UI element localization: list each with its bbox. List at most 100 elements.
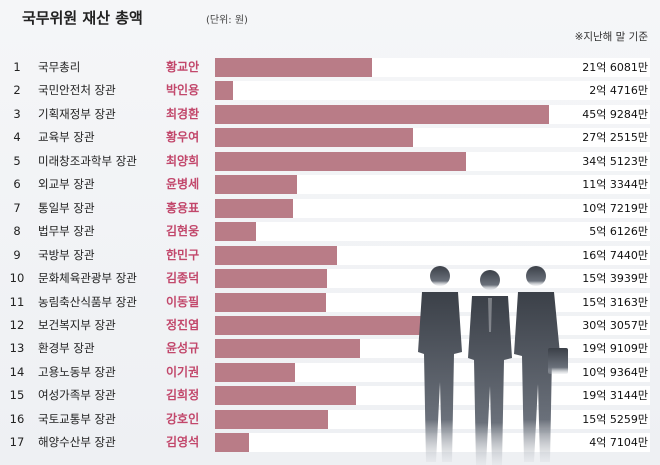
office-label: 법무부 장관 (38, 224, 95, 239)
minister-name: 박인용 (166, 83, 200, 98)
minister-name: 정진엽 (166, 317, 200, 332)
bar-track: 5억 6126만 (215, 222, 650, 242)
value-label: 11억 3344만 (582, 178, 648, 192)
value-label: 34억 5123만 (582, 154, 648, 168)
bar-track: 34억 5123만 (215, 151, 650, 171)
office-label: 외교부 장관 (38, 177, 95, 192)
minister-name: 김종덕 (166, 271, 200, 286)
minister-name: 이동필 (166, 294, 200, 309)
office-label: 미래창조과학부 장관 (38, 153, 137, 168)
office-label: 국민안전처 장관 (38, 83, 116, 98)
bar-track: 21억 6081만 (215, 58, 650, 77)
office-label: 국토교통부 장관 (38, 411, 116, 426)
bar-track: 10억 7219만 (215, 198, 650, 218)
rank-label: 15 (9, 388, 25, 403)
minister-name: 최양희 (166, 153, 200, 168)
office-label: 통일부 장관 (38, 200, 95, 215)
bar (215, 292, 327, 312)
minister-name: 홍용표 (166, 200, 200, 215)
minister-name: 황우여 (166, 130, 200, 145)
minister-name: 김영석 (166, 435, 200, 450)
bar (215, 128, 414, 148)
bar (215, 409, 328, 429)
value-label: 10억 7219만 (582, 201, 648, 215)
rank-label: 10 (9, 271, 25, 286)
rank-label: 6 (13, 177, 21, 192)
bar (215, 81, 233, 101)
bar (215, 362, 295, 382)
bar-row: 7 통일부 장관 홍용표 10억 7219만 (0, 198, 660, 218)
office-label: 환경부 장관 (38, 341, 95, 356)
bar-row: 6 외교부 장관 윤병세 11억 3344만 (0, 175, 660, 195)
unit-note: (단위: 원) (206, 15, 248, 26)
minister-name: 김현웅 (166, 224, 200, 239)
value-label: 30억 3057만 (582, 318, 648, 332)
value-label: 16억 7440만 (582, 248, 648, 262)
minister-name: 윤병세 (166, 177, 200, 192)
value-label: 10억 9364만 (582, 365, 648, 379)
rank-label: 17 (9, 435, 25, 450)
value-label: 5억 6126만 (589, 225, 648, 239)
bar (215, 315, 436, 335)
bar (215, 433, 250, 453)
rank-label: 3 (13, 106, 21, 121)
rank-label: 11 (9, 294, 25, 309)
chart-title: 국무위원 재산 총액 (22, 9, 143, 27)
office-label: 여성가족부 장관 (38, 388, 116, 403)
minister-name: 황교안 (166, 60, 200, 74)
bar-row: 3 기획재정부 장관 최경환 45억 9284만 (0, 104, 660, 124)
bar (215, 386, 356, 406)
value-label: 21억 6081만 (582, 61, 648, 74)
bar-row: 5 미래창조과학부 장관 최양희 34억 5123만 (0, 151, 660, 171)
rank-label: 4 (13, 130, 21, 145)
office-label: 교육부 장관 (38, 130, 95, 145)
basis-note: ※지난해 말 기준 (574, 31, 648, 43)
rank-label: 1 (13, 60, 21, 74)
minister-name: 한민구 (166, 247, 200, 262)
rank-label: 7 (13, 200, 21, 215)
office-label: 국무총리 (38, 60, 81, 74)
value-label: 15억 5259만 (582, 412, 648, 426)
office-label: 보건복지부 장관 (38, 317, 116, 332)
office-label: 고용노동부 장관 (38, 364, 116, 379)
office-label: 국방부 장관 (38, 247, 95, 262)
office-label: 기획재정부 장관 (38, 106, 116, 121)
bar (215, 269, 327, 289)
rank-label: 12 (9, 317, 25, 332)
bar (215, 175, 298, 195)
value-label: 15억 3163만 (582, 295, 648, 309)
minister-name: 김희정 (166, 388, 200, 403)
bar (215, 198, 293, 218)
bar (215, 339, 360, 359)
bar-row: 9 국방부 장관 한민구 16억 7440만 (0, 245, 660, 265)
office-label: 농림축산식품부 장관 (38, 294, 137, 309)
bar-track: 2억 4716만 (215, 81, 650, 101)
minister-name: 윤성규 (166, 341, 200, 356)
bar (215, 245, 337, 265)
rank-label: 14 (9, 364, 25, 379)
bar-track: 45억 9284만 (215, 104, 650, 124)
minister-name: 이기권 (166, 364, 200, 379)
rank-label: 8 (13, 224, 21, 239)
bar-row: 8 법무부 장관 김현웅 5억 6126만 (0, 222, 660, 242)
bar-track: 16억 7440만 (215, 245, 650, 265)
minister-name: 강호인 (166, 411, 200, 426)
rank-label: 5 (13, 153, 21, 168)
bar (215, 151, 466, 171)
value-label: 27억 2515만 (582, 131, 648, 145)
value-label: 4억 7104만 (589, 436, 648, 450)
bar (215, 104, 549, 124)
rank-label: 2 (13, 83, 21, 98)
minister-name: 최경환 (166, 106, 200, 121)
value-label: 19억 9109만 (582, 342, 648, 356)
rank-label: 9 (13, 247, 21, 262)
value-label: 45억 9284만 (582, 107, 648, 121)
businessmen-silhouette-illustration (418, 266, 568, 465)
bar (215, 222, 256, 242)
bar-row: 2 국민안전처 장관 박인용 2억 4716만 (0, 81, 660, 101)
bar-row: 4 교육부 장관 황우여 27억 2515만 (0, 128, 660, 148)
value-label: 2억 4716만 (589, 84, 648, 98)
bar (215, 58, 373, 77)
value-label: 15억 3939만 (582, 272, 648, 286)
